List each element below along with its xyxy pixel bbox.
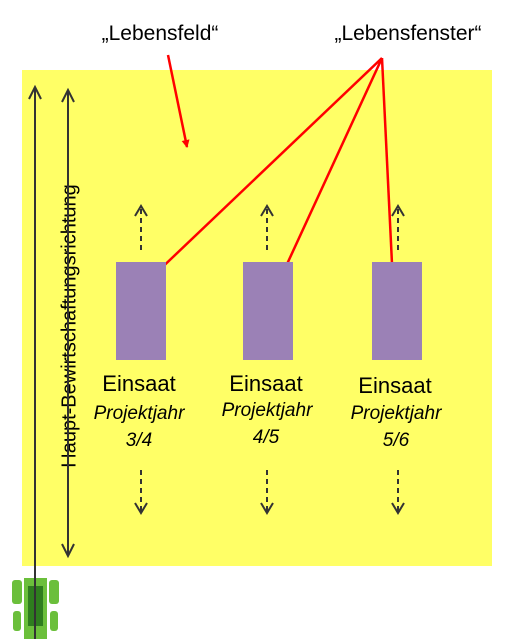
- dashed-arrowhead-down: [391, 502, 405, 515]
- einsaat-label: Einsaat: [358, 373, 431, 398]
- projektjahr-label: Projektjahr: [351, 403, 442, 424]
- lebensfeld-label: „Lebensfeld“: [102, 22, 219, 45]
- dashed-arrowhead-down: [134, 502, 148, 515]
- direction-arrowhead-top: [61, 87, 75, 103]
- window-rect: [243, 262, 293, 360]
- direction-arrowhead-bottom: [61, 543, 75, 559]
- lebensfenster-window-1: Einsaat Projektjahr 3/4: [94, 204, 185, 515]
- lebensfeld-pointer-arrow: [166, 54, 190, 148]
- lebensfenster-pointer-arrow-2: [274, 57, 384, 289]
- projektjahr-label: Projektjahr: [222, 400, 313, 421]
- einsaat-label: Einsaat: [229, 371, 302, 396]
- window-rect: [116, 262, 166, 360]
- window-rect: [372, 262, 422, 360]
- years-label: 4/5: [253, 427, 280, 448]
- lebensfenster-pointer-arrow-1: [151, 57, 383, 278]
- years-label: 3/4: [126, 430, 152, 451]
- projektjahr-label: Projektjahr: [94, 403, 185, 424]
- direction-arrowhead-up: [28, 84, 42, 100]
- dashed-arrowhead-up: [260, 204, 274, 217]
- dashed-arrowhead-up: [391, 204, 405, 217]
- einsaat-label: Einsaat: [102, 371, 175, 396]
- direction-label: Haupt-Bewirtschaftungsrichtung: [58, 184, 80, 467]
- lebensfenster-window-2: Einsaat Projektjahr 4/5: [222, 204, 313, 515]
- dashed-arrowhead-down: [260, 502, 274, 515]
- tractor-icon: [12, 576, 59, 639]
- lebensfenster-label: „Lebensfenster“: [334, 22, 481, 45]
- years-label: 5/6: [383, 430, 410, 451]
- lebensfenster-window-3: Einsaat Projektjahr 5/6: [351, 204, 442, 515]
- dashed-arrowhead-up: [134, 204, 148, 217]
